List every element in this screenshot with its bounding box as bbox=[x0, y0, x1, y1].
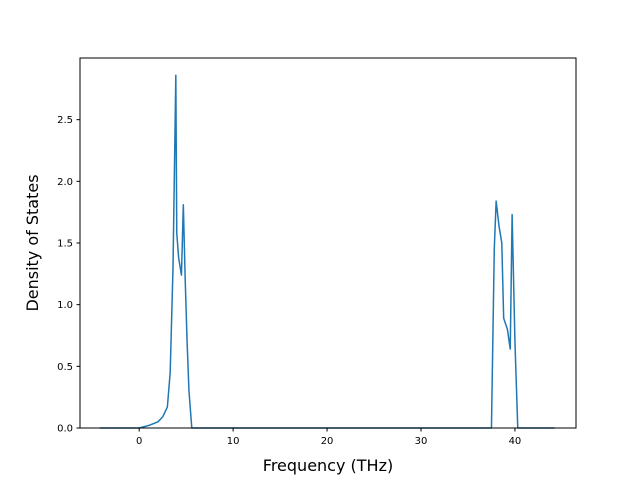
y-axis-label: Density of States bbox=[23, 174, 42, 311]
x-tick-label: 40 bbox=[509, 436, 522, 447]
y-axis-ticks: 0.0 0.5 1.0 1.5 2.0 2.5 bbox=[57, 115, 80, 435]
y-tick-label: 0.5 bbox=[57, 362, 73, 373]
x-tick-label: 0 bbox=[136, 436, 142, 447]
y-tick-label: 1.5 bbox=[57, 239, 73, 250]
x-axis-ticks: 0 10 20 30 40 bbox=[136, 428, 521, 447]
plot-background bbox=[80, 58, 576, 428]
x-tick-label: 20 bbox=[321, 436, 334, 447]
x-axis-label: Frequency (THz) bbox=[263, 456, 393, 475]
x-tick-label: 10 bbox=[227, 436, 240, 447]
y-tick-label: 1.0 bbox=[57, 300, 73, 311]
y-tick-label: 2.5 bbox=[57, 115, 73, 126]
y-tick-label: 2.0 bbox=[57, 177, 73, 188]
x-tick-label: 30 bbox=[415, 436, 428, 447]
y-tick-label: 0.0 bbox=[57, 424, 73, 435]
